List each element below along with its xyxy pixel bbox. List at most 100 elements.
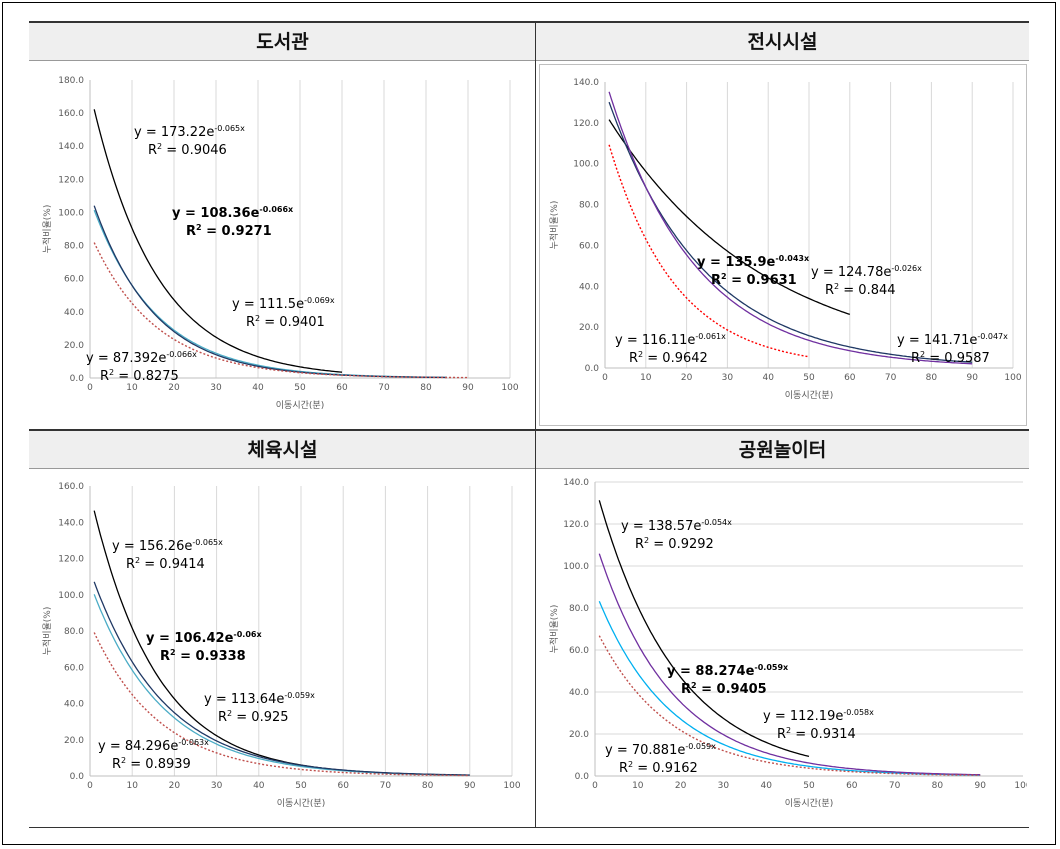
y-tick-label: 80.0: [64, 242, 84, 252]
trendline-r-squared: R2 = 0.9631: [711, 272, 797, 288]
y-tick-label: 60.0: [64, 663, 84, 673]
y-tick-label: 60.0: [569, 646, 589, 656]
chart-svg: 0 10 20 30 40 50 60 70 80 90 100 0.0 20.0 40.0 60.0 80.…: [41, 482, 521, 809]
x-tick-label: 40: [253, 781, 265, 791]
x-axis-label: 이동시간(분): [277, 798, 325, 809]
trendline-equation: y = 108.36e-0.066x: [172, 205, 294, 221]
series-line-3: [598, 553, 981, 776]
y-tick-label: 20.0: [64, 736, 84, 746]
x-tick-label: 100: [1004, 373, 1021, 383]
trendline-equation: y = 113.64e-0.059x: [204, 691, 315, 707]
x-tick-label: 100: [503, 781, 520, 791]
y-tick-label: 60.0: [64, 275, 84, 285]
y-tick-label: 80.0: [569, 604, 589, 614]
x-tick-label: 80: [422, 781, 434, 791]
chart-svg: 0 10 20 30 40 50 60 70 80 90 100 0.0 20.0 40.0 60.0 80.…: [41, 76, 519, 411]
x-tick-label: 30: [210, 383, 222, 393]
x-tick-label: 30: [211, 781, 223, 791]
series-line-3: [93, 205, 447, 379]
x-tick-label: 10: [126, 383, 138, 393]
y-tick-label: 20.0: [579, 323, 599, 333]
trendline-r-squared: R2 = 0.9314: [777, 726, 856, 742]
series-line-4: [93, 242, 468, 379]
y-axis-label: 누적비율(%): [548, 201, 560, 250]
chart-park: 0 10 20 30 40 50 60 70 80 90 100 0.0 20.0 40.0 60.0 80.…: [539, 470, 1027, 826]
series-line-4: [598, 635, 981, 776]
trendline-equation: y = 124.78e-0.026x: [811, 264, 922, 280]
x-tick-label: 70: [380, 781, 392, 791]
trendline-equation: y = 141.71e-0.047x: [897, 332, 1008, 348]
trendline-equation: y = 88.274e-0.059x: [667, 663, 789, 679]
x-tick-label: 0: [602, 373, 608, 383]
y-tick-label: 0.0: [70, 772, 85, 782]
x-tick-label: 60: [846, 781, 858, 791]
x-tick-label: 60: [844, 373, 856, 383]
x-tick-label: 40: [760, 781, 772, 791]
y-tick-label: 100.0: [58, 591, 84, 601]
trendline-equation: y = 135.9e-0.043x: [697, 254, 810, 270]
panel-title-exhibition: 전시시설: [536, 21, 1029, 61]
x-tick-label: 90: [462, 383, 474, 393]
trendline-r-squared: R2 = 0.9414: [126, 556, 205, 572]
y-tick-label: 100.0: [573, 160, 599, 170]
x-axis-label: 이동시간(분): [785, 798, 833, 809]
series-line-4: [93, 632, 470, 777]
trendline-equation: y = 111.5e-0.069x: [232, 296, 335, 312]
x-tick-label: 70: [889, 781, 901, 791]
y-tick-label: 120.0: [573, 119, 599, 129]
x-tick-label: 10: [640, 373, 652, 383]
x-tick-label: 70: [378, 383, 390, 393]
series-line-3: [93, 581, 470, 776]
y-axis-label: 누적비율(%): [41, 607, 53, 656]
x-tick-label: 90: [974, 781, 986, 791]
y-tick-label: 20.0: [64, 341, 84, 351]
y-tick-label: 0.0: [70, 374, 85, 384]
chart-sports: 0 10 20 30 40 50 60 70 80 90 100 0.0 20.0 40.0 60.0 80.…: [32, 470, 532, 826]
trendline-equation: y = 156.26e-0.065x: [112, 538, 223, 554]
y-tick-label: 40.0: [64, 308, 84, 318]
series-line-1: [598, 500, 810, 758]
x-tick-label: 10: [126, 781, 138, 791]
x-tick-label: 0: [87, 383, 93, 393]
trendline-equation: y = 87.392e-0.066x: [86, 350, 197, 366]
y-tick-label: 120.0: [58, 175, 84, 185]
trendline-equation: y = 70.881e-0.059x: [605, 742, 716, 758]
trendline-r-squared: R2 = 0.9587: [911, 350, 990, 366]
x-tick-label: 20: [675, 781, 687, 791]
y-tick-label: 100.0: [58, 208, 84, 218]
trendline-r-squared: R2 = 0.9405: [681, 681, 767, 697]
trendline-equation: y = 106.42e-0.06x: [146, 630, 262, 646]
x-tick-label: 80: [932, 781, 944, 791]
y-tick-label: 60.0: [579, 241, 599, 251]
y-tick-label: 120.0: [58, 555, 84, 565]
y-tick-label: 80.0: [64, 627, 84, 637]
panel-divider-bottom: [29, 827, 1029, 828]
y-tick-label: 120.0: [563, 520, 589, 530]
x-tick-label: 0: [87, 781, 93, 791]
x-tick-label: 50: [294, 383, 306, 393]
series-line-2: [608, 101, 973, 363]
y-tick-label: 140.0: [563, 478, 589, 488]
chart-svg: 0 10 20 30 40 50 60 70 80 90 100 0.0 20.0 40.0 60.0 80.…: [539, 64, 1027, 426]
x-tick-label: 10: [632, 781, 644, 791]
x-tick-label: 20: [169, 781, 181, 791]
y-tick-label: 0.0: [575, 772, 590, 782]
x-tick-label: 80: [420, 383, 432, 393]
series-line-1: [93, 109, 343, 373]
y-tick-label: 40.0: [579, 282, 599, 292]
y-tick-label: 160.0: [58, 482, 84, 492]
trendline-equation: y = 116.11e-0.061x: [615, 332, 726, 348]
y-tick-label: 20.0: [569, 730, 589, 740]
chart-svg: 0 10 20 30 40 50 60 70 80 90 100 0.0 20.0 40.0 60.0 80.…: [548, 478, 1027, 809]
chart-exhibition: 0 10 20 30 40 50 60 70 80 90 100 0.0 20.0 40.0 60.0 80.…: [539, 64, 1027, 426]
y-tick-label: 160.0: [58, 109, 84, 119]
trendline-r-squared: R2 = 0.844: [825, 282, 896, 298]
x-tick-label: 40: [252, 383, 264, 393]
trendline-r-squared: R2 = 0.8939: [112, 756, 191, 772]
trendline-r-squared: R2 = 0.9271: [186, 223, 272, 239]
y-tick-label: 140.0: [58, 142, 84, 152]
y-axis-label: 누적비율(%): [41, 205, 53, 254]
x-axis-label: 이동시간(분): [785, 390, 833, 401]
x-tick-label: 0: [592, 781, 598, 791]
